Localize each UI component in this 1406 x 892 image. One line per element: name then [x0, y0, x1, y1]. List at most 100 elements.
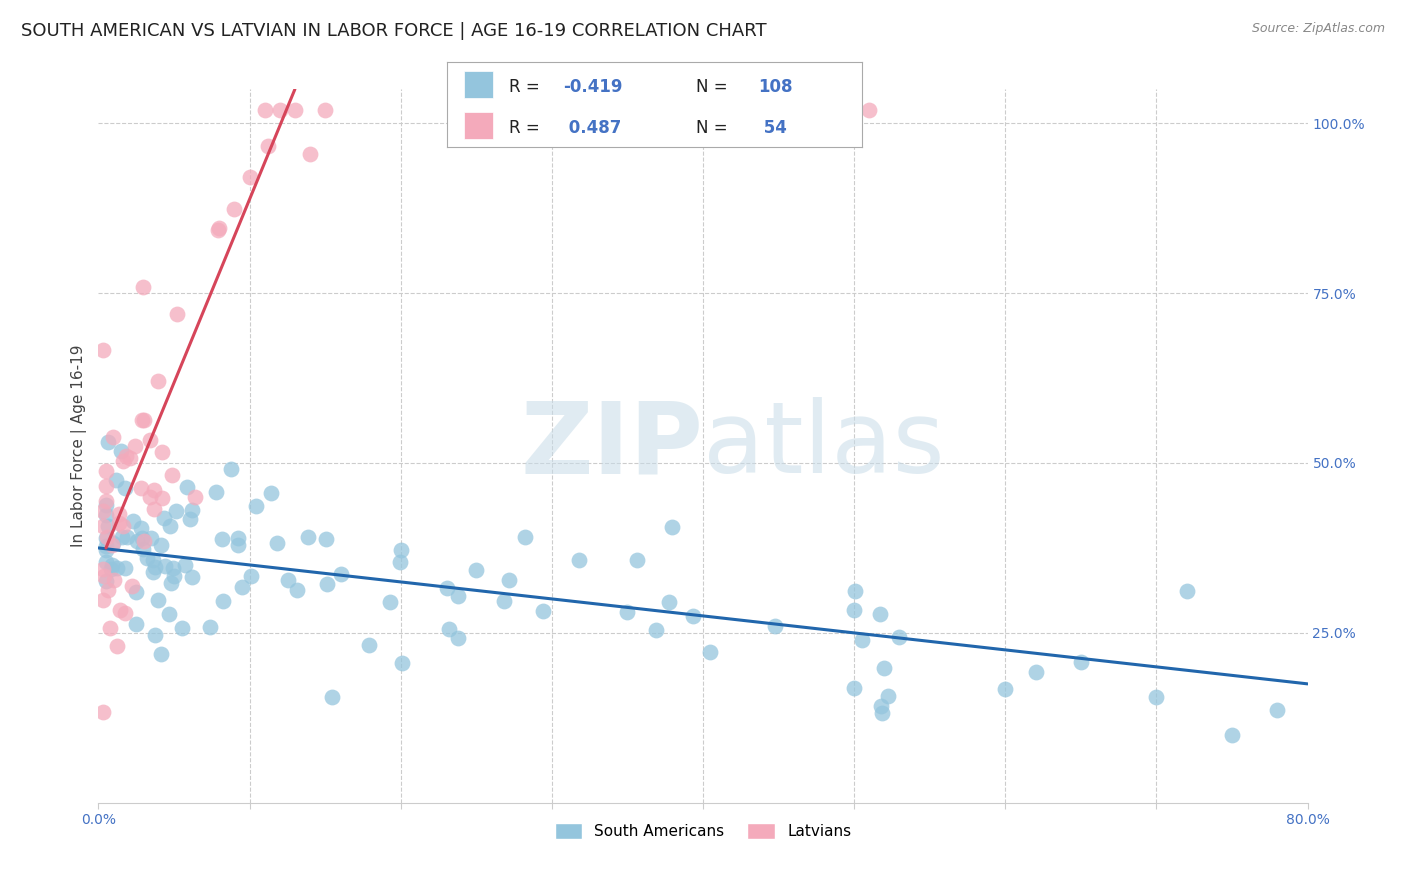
- Point: [104, 473, 127, 487]
- Point: [870, 698, 893, 713]
- Point: [219, 461, 242, 475]
- Point: [139, 531, 162, 545]
- Point: [844, 681, 866, 696]
- Point: [148, 593, 170, 607]
- Point: [389, 555, 412, 569]
- Point: [110, 444, 132, 458]
- Point: [173, 558, 195, 572]
- Point: [94, 464, 117, 478]
- Point: [129, 481, 152, 495]
- Text: Source: ZipAtlas.com: Source: ZipAtlas.com: [1251, 22, 1385, 36]
- Point: [142, 553, 165, 567]
- Point: [658, 595, 681, 609]
- Point: [143, 559, 166, 574]
- Point: [447, 589, 470, 603]
- Point: [131, 413, 153, 427]
- Point: [148, 374, 170, 388]
- Point: [682, 609, 704, 624]
- Point: [94, 539, 117, 553]
- Point: [91, 705, 114, 719]
- Point: [149, 647, 172, 661]
- Point: [492, 594, 515, 608]
- Point: [877, 689, 900, 703]
- Point: [155, 558, 177, 573]
- Point: [114, 449, 136, 463]
- Point: [98, 621, 121, 635]
- Point: [176, 480, 198, 494]
- Point: [357, 638, 380, 652]
- Point: [105, 640, 128, 654]
- Text: N =: N =: [696, 78, 727, 96]
- Point: [97, 518, 120, 533]
- Point: [207, 223, 229, 237]
- Bar: [464, 112, 492, 139]
- Point: [131, 541, 153, 556]
- Point: [378, 595, 401, 609]
- Point: [180, 503, 202, 517]
- Point: [108, 507, 131, 521]
- Point: [172, 621, 194, 635]
- Point: [184, 490, 207, 504]
- Point: [91, 592, 114, 607]
- Point: [96, 479, 118, 493]
- Point: [118, 451, 141, 466]
- Point: [162, 561, 184, 575]
- Legend: South Americans, Latvians: South Americans, Latvians: [548, 817, 858, 845]
- Point: [94, 555, 117, 569]
- Point: [436, 582, 458, 596]
- Point: [100, 538, 122, 552]
- Point: [153, 510, 176, 524]
- Point: [1267, 703, 1289, 717]
- Point: [139, 433, 162, 447]
- Point: [150, 445, 173, 459]
- Text: N =: N =: [696, 119, 727, 137]
- Point: [124, 439, 146, 453]
- Point: [143, 483, 166, 498]
- Point: [391, 657, 413, 671]
- Point: [253, 103, 276, 117]
- Text: R =: R =: [509, 78, 540, 96]
- Point: [226, 531, 249, 545]
- Point: [163, 569, 186, 583]
- Point: [91, 562, 114, 576]
- Point: [111, 530, 134, 544]
- Point: [134, 533, 156, 548]
- Point: [108, 602, 131, 616]
- Point: [97, 434, 120, 449]
- Point: [513, 530, 536, 544]
- Point: [103, 574, 125, 588]
- Point: [231, 580, 253, 594]
- Point: [314, 103, 336, 117]
- Point: [269, 103, 291, 117]
- Point: [869, 607, 891, 622]
- Point: [616, 605, 638, 619]
- Point: [297, 529, 319, 543]
- Text: 0.487: 0.487: [564, 119, 621, 137]
- Point: [114, 481, 136, 495]
- Point: [101, 430, 124, 444]
- Point: [93, 569, 115, 583]
- Point: [287, 583, 309, 598]
- Point: [165, 504, 187, 518]
- Point: [131, 531, 153, 545]
- Point: [851, 633, 873, 648]
- Point: [699, 644, 721, 658]
- Point: [844, 583, 866, 598]
- Point: [91, 504, 114, 518]
- Point: [240, 569, 263, 583]
- Point: [127, 534, 149, 549]
- Point: [245, 500, 267, 514]
- Text: ZIP: ZIP: [520, 398, 703, 494]
- Point: [112, 454, 135, 468]
- Point: [437, 623, 460, 637]
- Point: [844, 103, 866, 117]
- Point: [139, 491, 162, 505]
- Point: [101, 558, 124, 572]
- Point: [498, 573, 520, 587]
- Point: [134, 413, 156, 427]
- Point: [200, 619, 222, 633]
- Point: [447, 631, 470, 645]
- Point: [330, 567, 353, 582]
- Point: [166, 307, 188, 321]
- Point: [299, 147, 322, 161]
